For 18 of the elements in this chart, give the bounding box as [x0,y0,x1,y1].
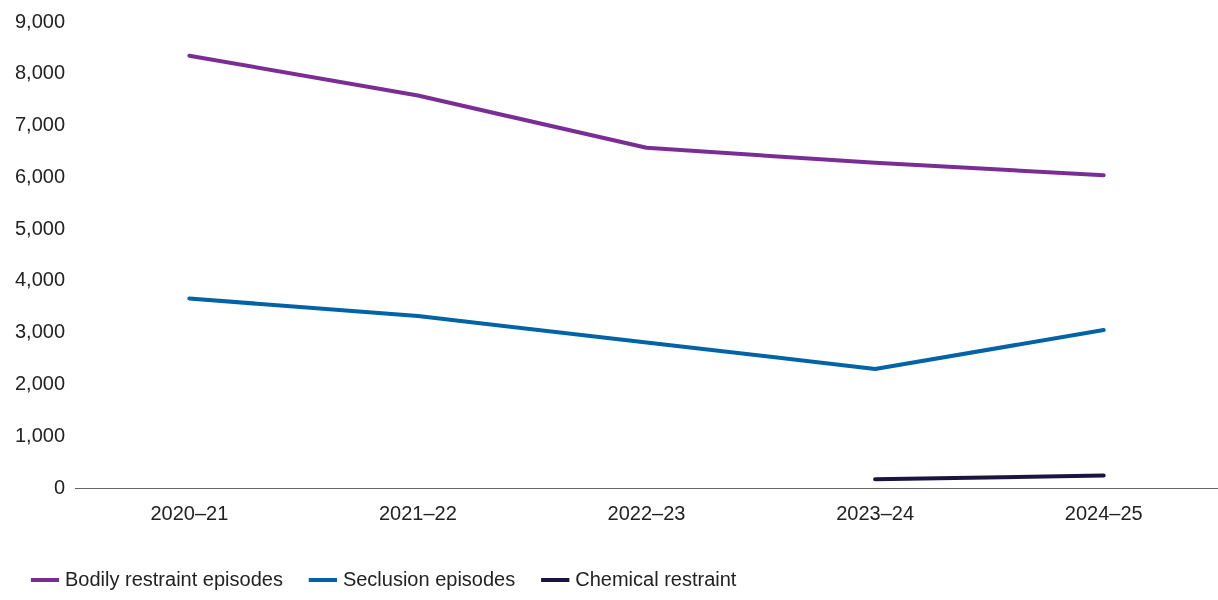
legend-label: Seclusion episodes [342,567,516,590]
y-tick-label: 9,000 [14,9,66,32]
legend-label: Chemical restraint [575,567,737,590]
y-tick-label: 2,000 [14,371,66,394]
x-tick-label: 2023–24 [836,501,915,524]
y-tick-label: 4,000 [14,268,66,291]
legend-label: Bodily restraint episodes [65,567,283,590]
y-tick-label: 1,000 [14,423,66,446]
y-tick-label: 5,000 [14,216,66,239]
x-tick-label: 2024–25 [1064,501,1143,524]
y-tick-label: 6,000 [14,164,66,187]
x-tick-label: 2021–22 [379,501,457,524]
y-tick-label: 3,000 [14,320,66,343]
y-tick-label: 0 [53,475,66,498]
x-tick-label: 2022–23 [607,501,686,524]
x-tick-label: 2020–21 [150,501,229,524]
y-tick-label: 8,000 [14,61,66,84]
y-tick-label: 7,000 [14,113,66,136]
